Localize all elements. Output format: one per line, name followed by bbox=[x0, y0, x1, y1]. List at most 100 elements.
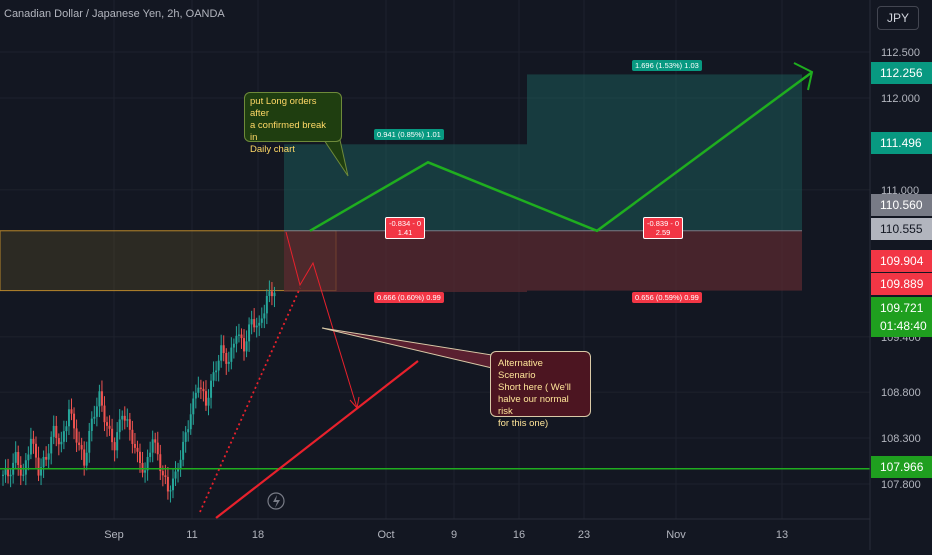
candle-body bbox=[106, 422, 109, 426]
x-tick-label: 9 bbox=[451, 529, 457, 541]
candle-body bbox=[248, 324, 251, 342]
candle-body bbox=[88, 430, 91, 453]
candle-body bbox=[139, 451, 141, 463]
flash-icon-bolt bbox=[273, 495, 280, 508]
price-tag bbox=[871, 194, 932, 216]
candle-body bbox=[95, 406, 98, 417]
candle-body bbox=[171, 478, 174, 491]
candle-body bbox=[32, 438, 35, 444]
candle-body bbox=[268, 291, 271, 296]
long-arrow-head bbox=[793, 62, 814, 91]
x-tick-label: Oct bbox=[377, 529, 394, 541]
candle-body bbox=[154, 439, 157, 443]
position-zones bbox=[0, 74, 802, 292]
candle-body bbox=[227, 361, 230, 364]
candle-body bbox=[47, 453, 50, 460]
candle-body bbox=[212, 372, 215, 381]
candle-body bbox=[126, 419, 129, 421]
candle-body bbox=[240, 334, 243, 339]
candles bbox=[2, 280, 276, 503]
candle-body bbox=[62, 431, 65, 442]
price-tag-label: 110.555 bbox=[880, 222, 923, 236]
price-tag-label: 109.889 bbox=[880, 277, 924, 291]
candle-body bbox=[243, 338, 246, 352]
flash-icon bbox=[267, 492, 285, 510]
x-tick-label: 23 bbox=[578, 529, 590, 541]
x-tick-label: 13 bbox=[776, 529, 788, 541]
candle-body bbox=[75, 428, 78, 443]
price-tag-label: 109.721 bbox=[880, 301, 924, 315]
candle-body bbox=[204, 391, 207, 406]
candle-body bbox=[42, 456, 45, 468]
candle-body bbox=[78, 442, 81, 446]
candle-body bbox=[217, 360, 220, 371]
currency-button[interactable]: JPY bbox=[877, 6, 919, 30]
candle-body bbox=[146, 456, 149, 471]
candle-body bbox=[80, 445, 83, 450]
candle-body bbox=[237, 334, 240, 336]
price-tag bbox=[871, 62, 932, 84]
price-tag-label: 109.904 bbox=[880, 254, 924, 268]
y-tick-label: 112.000 bbox=[881, 93, 920, 105]
candle-body bbox=[192, 398, 195, 415]
position1-profit-zone bbox=[284, 144, 527, 231]
candle-body bbox=[197, 387, 200, 393]
price-tag bbox=[871, 132, 932, 154]
candle-body bbox=[136, 447, 139, 452]
candle-body bbox=[90, 418, 93, 431]
candle-body bbox=[29, 438, 32, 455]
countdown-label: 01:48:40 bbox=[880, 319, 927, 333]
candle-body bbox=[187, 429, 190, 433]
candle-body bbox=[118, 419, 121, 433]
candle-body bbox=[263, 313, 266, 319]
candle-body bbox=[27, 454, 30, 461]
short-callout-tail bbox=[321, 327, 493, 369]
candle-body bbox=[169, 490, 172, 492]
price-tag bbox=[871, 456, 932, 478]
position2-target-label: 1.696 (1.53%) 1.03 bbox=[632, 60, 702, 71]
candle-body bbox=[230, 347, 233, 362]
price-tag-label: 112.256 bbox=[880, 66, 923, 80]
long-annotation[interactable]: put Long orders after a confirmed break … bbox=[244, 92, 342, 155]
price-tag-label: 110.560 bbox=[880, 198, 923, 212]
y-tick-label: 107.800 bbox=[881, 479, 921, 491]
red-trendline bbox=[215, 360, 419, 519]
candle-body bbox=[199, 387, 202, 389]
candle-body bbox=[22, 474, 25, 476]
candle-body bbox=[250, 319, 253, 325]
candle-body bbox=[24, 460, 27, 475]
candle-body bbox=[222, 345, 225, 354]
position2-mid-label: -0.839 - 0 2.59 bbox=[643, 217, 684, 239]
short-path bbox=[285, 231, 358, 409]
candle-body bbox=[174, 471, 177, 479]
short-annotation[interactable]: Alternative Scenario Short here ( We'll … bbox=[490, 351, 591, 429]
price-tag-label: 107.966 bbox=[880, 460, 924, 474]
candle-body bbox=[57, 438, 60, 445]
drawings bbox=[0, 62, 870, 519]
candle-body bbox=[253, 319, 256, 328]
price-tag-label: 111.496 bbox=[880, 136, 922, 150]
candle-body bbox=[177, 468, 180, 472]
short-arrow-head bbox=[349, 396, 360, 410]
price-tag bbox=[871, 273, 932, 295]
candle-body bbox=[144, 470, 147, 473]
candle-body bbox=[65, 426, 68, 432]
x-tick-label: Sep bbox=[104, 529, 124, 541]
candle-body bbox=[151, 439, 154, 453]
candle-body bbox=[270, 291, 273, 297]
candle-body bbox=[194, 392, 197, 399]
candle-body bbox=[273, 292, 276, 297]
candle-body bbox=[4, 469, 7, 475]
candle-body bbox=[93, 416, 96, 419]
x-tick-label: Nov bbox=[666, 529, 686, 541]
candle-body bbox=[103, 405, 106, 423]
candle-body bbox=[85, 452, 88, 466]
candle-body bbox=[133, 443, 136, 448]
candle-body bbox=[55, 425, 58, 439]
y-tick-label: 111.000 bbox=[881, 185, 919, 197]
candle-body bbox=[52, 425, 55, 437]
position2-stop-label: 0.656 (0.59%) 0.99 bbox=[632, 292, 702, 303]
